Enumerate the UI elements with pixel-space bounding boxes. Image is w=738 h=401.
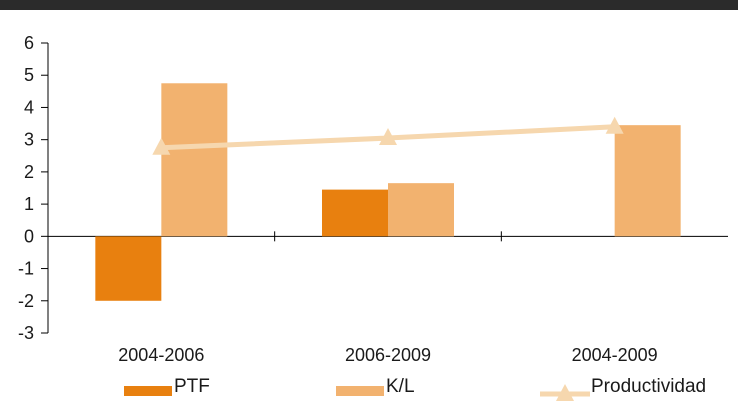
legend-label-productividad: Productividad xyxy=(591,376,706,397)
y-tick-label-2: 4 xyxy=(24,97,34,117)
legend-swatch-ptf xyxy=(124,386,172,396)
y-tick-label-8: -2 xyxy=(18,291,34,311)
top-bar xyxy=(0,0,738,10)
x-tick-label-0: 2004-2006 xyxy=(118,345,204,365)
y-tick-label-0: 6 xyxy=(24,33,34,53)
y-tick-label-3: 3 xyxy=(24,130,34,150)
y-tick-label-9: -3 xyxy=(18,323,34,343)
point-productividad-0 xyxy=(152,137,171,155)
point-productividad-2 xyxy=(605,116,624,134)
bar-kl-0 xyxy=(161,83,228,237)
bar-kl-2 xyxy=(614,125,681,237)
bar-ptf-0 xyxy=(95,236,162,301)
bar-ptf-1 xyxy=(322,189,388,237)
y-tick-label-6: 0 xyxy=(24,226,34,246)
bar-kl-1 xyxy=(388,183,454,237)
legend-label-ptf: PTF xyxy=(174,376,210,397)
y-tick-label-7: -1 xyxy=(18,259,34,279)
legend-label-kl: K/L xyxy=(386,376,415,397)
point-productividad-1 xyxy=(379,128,397,146)
y-tick-label-5: 1 xyxy=(24,194,34,214)
y-tick-label-1: 5 xyxy=(24,65,34,85)
legend-marker-productividad xyxy=(556,384,574,401)
x-tick-label-2: 2004-2009 xyxy=(572,345,658,365)
y-tick-label-4: 2 xyxy=(24,162,34,182)
legend-swatch-kl xyxy=(336,386,384,396)
x-tick-label-1: 2006-2009 xyxy=(345,345,431,365)
